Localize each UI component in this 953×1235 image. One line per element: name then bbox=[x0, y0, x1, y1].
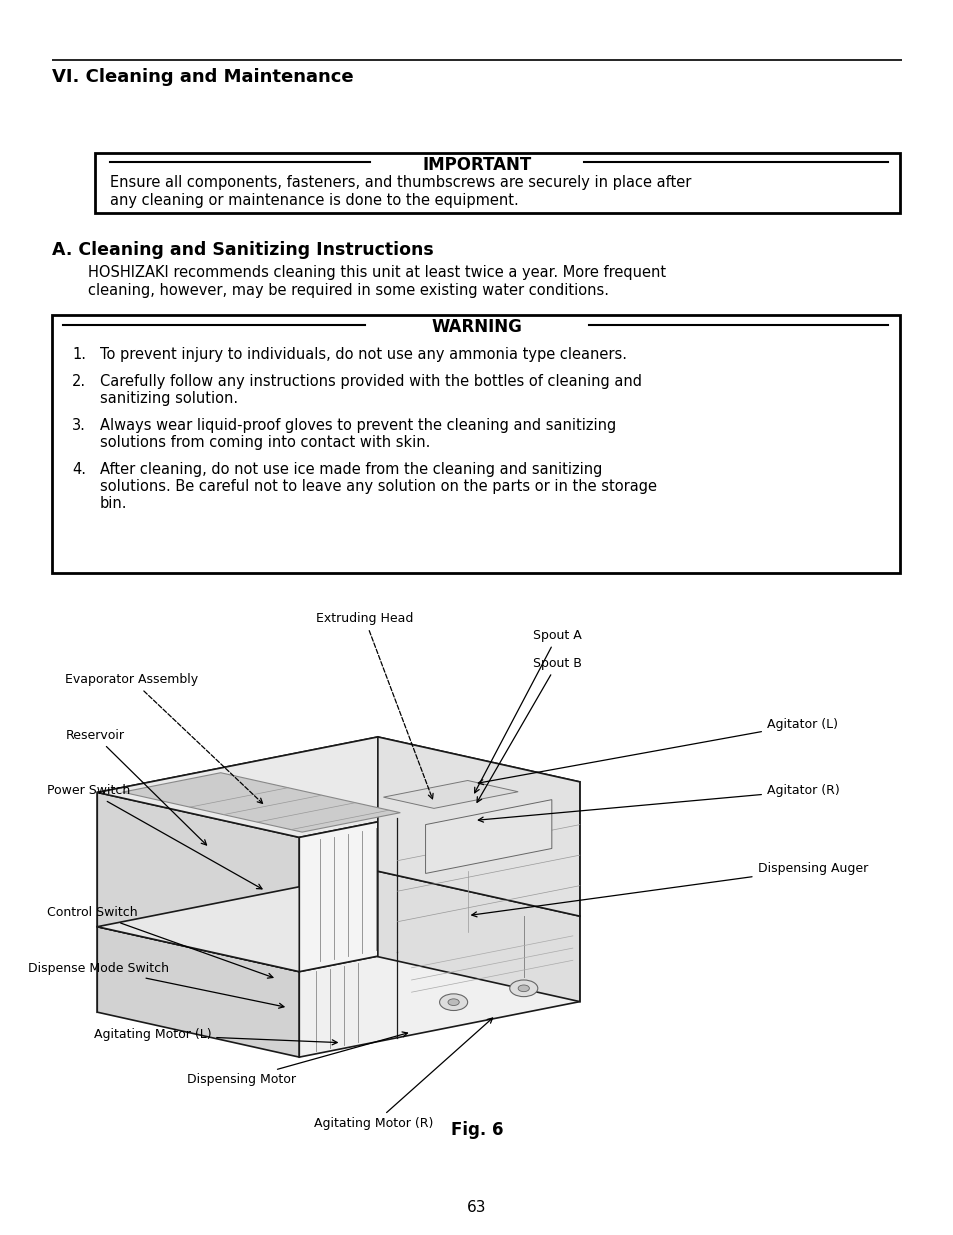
Polygon shape bbox=[97, 793, 299, 972]
Circle shape bbox=[509, 981, 537, 997]
Polygon shape bbox=[377, 737, 579, 916]
Text: Agitator (L): Agitator (L) bbox=[477, 718, 837, 784]
Bar bbox=[52, 315, 899, 573]
Polygon shape bbox=[383, 781, 517, 809]
Text: VI. Cleaning and Maintenance: VI. Cleaning and Maintenance bbox=[52, 68, 354, 86]
Polygon shape bbox=[97, 737, 579, 837]
Text: cleaning, however, may be required in some existing water conditions.: cleaning, however, may be required in so… bbox=[88, 283, 608, 298]
Text: 4.: 4. bbox=[71, 462, 86, 477]
Text: bin.: bin. bbox=[100, 496, 128, 511]
Polygon shape bbox=[299, 782, 579, 972]
Text: IMPORTANT: IMPORTANT bbox=[422, 156, 531, 174]
Text: Agitating Motor (R): Agitating Motor (R) bbox=[314, 1018, 492, 1130]
Circle shape bbox=[517, 986, 529, 992]
Text: 3.: 3. bbox=[71, 417, 86, 433]
Text: Ensure all components, fasteners, and thumbscrews are securely in place after: Ensure all components, fasteners, and th… bbox=[110, 175, 691, 190]
Text: sanitizing solution.: sanitizing solution. bbox=[100, 391, 238, 406]
Text: A. Cleaning and Sanitizing Instructions: A. Cleaning and Sanitizing Instructions bbox=[52, 241, 434, 259]
Polygon shape bbox=[377, 871, 579, 1002]
Text: Dispense Mode Switch: Dispense Mode Switch bbox=[28, 962, 284, 1008]
Text: Dispensing Motor: Dispensing Motor bbox=[187, 1032, 407, 1086]
Polygon shape bbox=[425, 799, 551, 873]
Text: Agitating Motor (L): Agitating Motor (L) bbox=[93, 1029, 336, 1045]
Circle shape bbox=[448, 999, 458, 1005]
Text: 2.: 2. bbox=[71, 374, 86, 389]
Text: 1.: 1. bbox=[71, 347, 86, 362]
Text: Spout A: Spout A bbox=[475, 629, 581, 793]
Circle shape bbox=[439, 994, 467, 1010]
Bar bbox=[95, 153, 899, 212]
Text: 63: 63 bbox=[467, 1200, 486, 1215]
Text: Dispensing Auger: Dispensing Auger bbox=[472, 862, 867, 916]
Text: any cleaning or maintenance is done to the equipment.: any cleaning or maintenance is done to t… bbox=[110, 193, 518, 207]
Text: Control Switch: Control Switch bbox=[47, 906, 273, 978]
Text: Fig. 6: Fig. 6 bbox=[450, 1121, 503, 1139]
Text: Carefully follow any instructions provided with the bottles of cleaning and: Carefully follow any instructions provid… bbox=[100, 374, 641, 389]
Polygon shape bbox=[122, 773, 400, 832]
Text: Power Switch: Power Switch bbox=[47, 784, 262, 889]
Text: WARNING: WARNING bbox=[431, 317, 522, 336]
Text: Spout B: Spout B bbox=[476, 657, 581, 803]
Text: HOSHIZAKI recommends cleaning this unit at least twice a year. More frequent: HOSHIZAKI recommends cleaning this unit … bbox=[88, 266, 665, 280]
Text: Evaporator Assembly: Evaporator Assembly bbox=[66, 673, 262, 804]
Polygon shape bbox=[97, 871, 377, 1013]
Polygon shape bbox=[97, 737, 377, 926]
Polygon shape bbox=[299, 916, 579, 1057]
Polygon shape bbox=[97, 926, 299, 1057]
Text: To prevent injury to individuals, do not use any ammonia type cleaners.: To prevent injury to individuals, do not… bbox=[100, 347, 626, 362]
Polygon shape bbox=[97, 871, 579, 972]
Text: Agitator (R): Agitator (R) bbox=[477, 784, 839, 823]
Text: solutions from coming into contact with skin.: solutions from coming into contact with … bbox=[100, 435, 430, 450]
Text: solutions. Be careful not to leave any solution on the parts or in the storage: solutions. Be careful not to leave any s… bbox=[100, 479, 657, 494]
Text: Always wear liquid-proof gloves to prevent the cleaning and sanitizing: Always wear liquid-proof gloves to preve… bbox=[100, 417, 616, 433]
Text: Extruding Head: Extruding Head bbox=[315, 613, 433, 799]
Text: Reservoir: Reservoir bbox=[66, 729, 206, 845]
Text: After cleaning, do not use ice made from the cleaning and sanitizing: After cleaning, do not use ice made from… bbox=[100, 462, 601, 477]
